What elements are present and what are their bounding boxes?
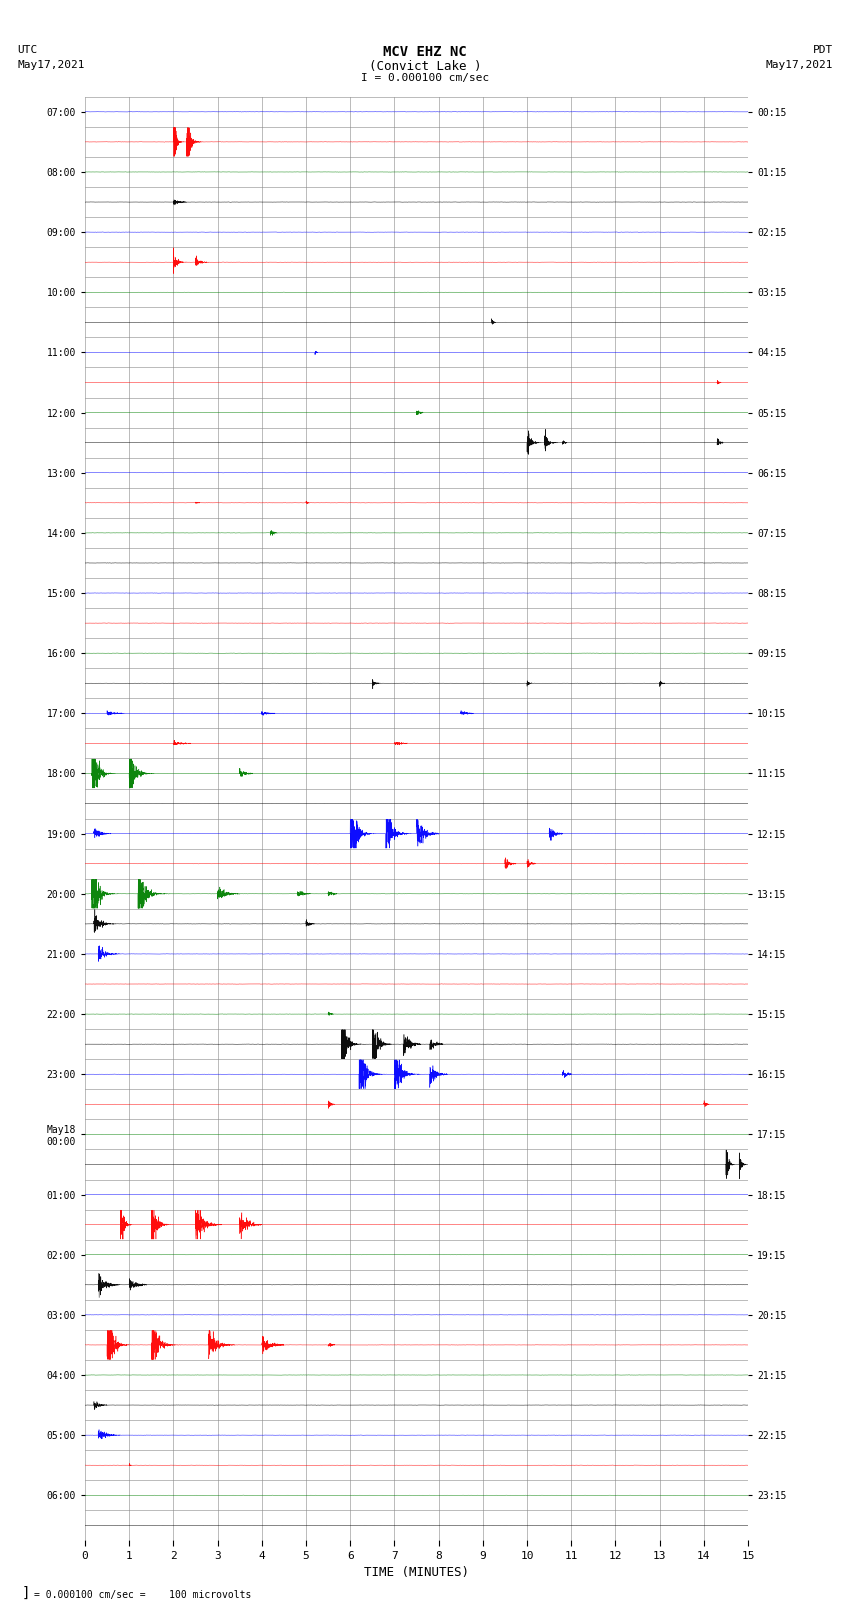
Text: I = 0.000100 cm/sec: I = 0.000100 cm/sec: [361, 73, 489, 82]
Text: MCV EHZ NC: MCV EHZ NC: [383, 45, 467, 60]
Text: = 0.000100 cm/sec =    100 microvolts: = 0.000100 cm/sec = 100 microvolts: [34, 1590, 252, 1600]
Text: PDT: PDT: [813, 45, 833, 55]
Text: ]: ]: [21, 1586, 30, 1600]
Text: UTC: UTC: [17, 45, 37, 55]
Text: May17,2021: May17,2021: [766, 60, 833, 69]
Text: (Convict Lake ): (Convict Lake ): [369, 60, 481, 73]
Text: May17,2021: May17,2021: [17, 60, 84, 69]
X-axis label: TIME (MINUTES): TIME (MINUTES): [364, 1566, 469, 1579]
